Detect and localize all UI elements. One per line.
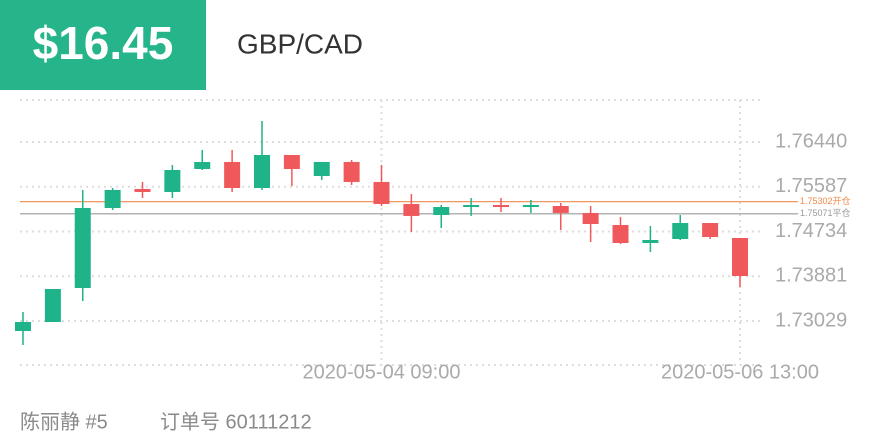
- y-tick-label: 1.76440: [775, 130, 847, 152]
- candle-body: [194, 161, 211, 170]
- price-line-label: 1.75071平仓: [800, 207, 851, 218]
- x-tick-label: 2020-05-06 13:00: [661, 361, 819, 383]
- candle-body: [702, 223, 719, 238]
- price-line-label: 1.75302开仓: [800, 195, 851, 206]
- y-tick-label: 1.74734: [775, 220, 847, 242]
- candle-body: [672, 223, 689, 240]
- pair: GBP/CAD: [237, 28, 363, 59]
- candle-body: [582, 212, 599, 224]
- y-tick-label: 1.75587: [775, 175, 847, 197]
- candle-body: [343, 161, 360, 182]
- candle-body: [15, 322, 31, 331]
- candle-body: [224, 161, 241, 189]
- candle-body: [74, 207, 91, 289]
- y-tick-label: 1.73029: [775, 309, 847, 331]
- chart: 1.73029 1.73881 1.74734 1.75587 1.76440 2020-…: [15, 99, 851, 383]
- order-number: 订单号 60111212: [160, 410, 312, 433]
- candle-body: [313, 161, 330, 176]
- y-tick-label: 1.73881: [775, 265, 847, 287]
- candle-body: [104, 189, 121, 208]
- candle-body: [134, 188, 151, 192]
- candle-body: [732, 238, 748, 277]
- candle-body: [463, 205, 480, 207]
- candle-body: [373, 181, 390, 205]
- candle-body: [612, 224, 629, 243]
- price: $16.45: [33, 17, 174, 69]
- candle-body: [44, 289, 61, 323]
- price-badge: [0, 0, 206, 90]
- candle-body: [164, 170, 181, 192]
- candle-body: [283, 154, 300, 170]
- x-tick-label: 2020-05-04 09:00: [303, 361, 461, 383]
- candle-body: [642, 240, 659, 243]
- candle-body: [493, 205, 509, 207]
- candle-body: [552, 206, 569, 213]
- candle-body: [254, 154, 270, 189]
- candle-body: [522, 205, 539, 207]
- candle-body: [403, 204, 420, 216]
- candle-body: [433, 206, 450, 215]
- trader: 陈丽静 #5: [20, 410, 108, 433]
